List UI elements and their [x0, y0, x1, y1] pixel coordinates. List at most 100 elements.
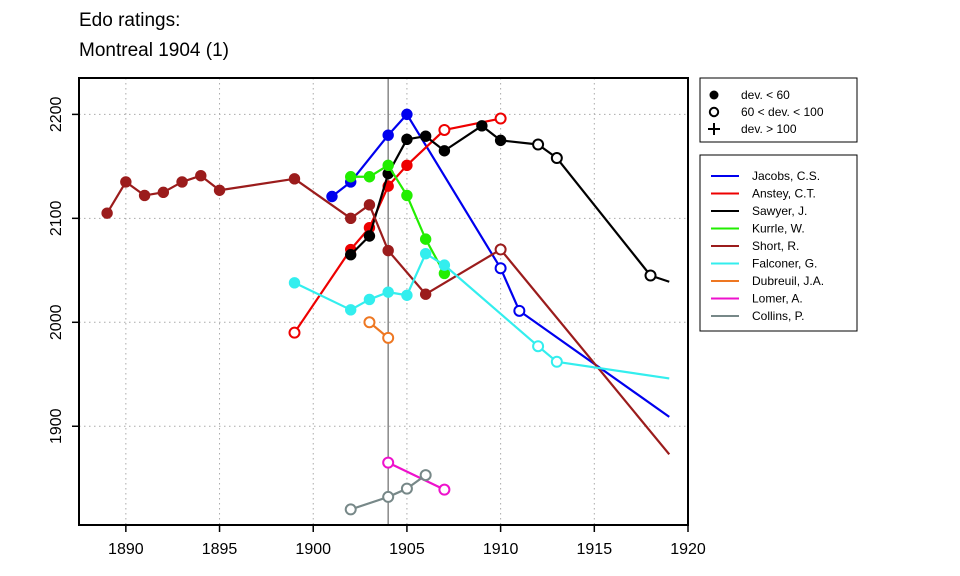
data-point: [438, 259, 451, 271]
marker-legend: dev. < 60 60 < dev. < 100 dev. > 100: [699, 77, 858, 143]
y-tick-label: 1900: [48, 408, 65, 444]
data-point: [382, 331, 395, 344]
y-tick-label: 2100: [48, 200, 65, 236]
data-point: [345, 171, 357, 183]
marker-legend-box: [699, 77, 858, 143]
series-Kurrle, W.: [345, 159, 451, 280]
series-legend-label: Dubreuil, J.A.: [752, 274, 824, 288]
data-point: [288, 326, 301, 339]
data-point: [382, 244, 394, 257]
series-Lomer, A.: [382, 456, 451, 496]
data-point: [494, 134, 507, 147]
series-line: [349, 124, 670, 283]
series-line: [387, 461, 445, 491]
data-point: [363, 199, 376, 211]
marker-legend-label: 60 < dev. < 100: [741, 105, 824, 119]
data-point: [382, 159, 394, 172]
series-group: [101, 108, 671, 516]
series-legend: Jacobs, C.S. Anstey, C.T. Sawyer, J. Kurrle…: [699, 154, 858, 332]
data-point: [532, 138, 545, 151]
data-point: [438, 123, 451, 136]
data-point: [401, 159, 413, 172]
data-point: [382, 129, 394, 141]
series-Falconer, G.: [288, 247, 670, 380]
data-point: [644, 269, 657, 282]
series-legend-label: Collins, P.: [752, 309, 804, 323]
data-point: [419, 130, 432, 142]
data-point: [494, 112, 507, 125]
chart-subtitle: Montreal 1904 (1): [79, 40, 229, 61]
series-legend-label: Lomer, A.: [752, 292, 803, 306]
data-point: [120, 176, 132, 188]
data-point: [419, 288, 432, 300]
data-point: [438, 483, 451, 496]
open-circle-icon: [708, 106, 720, 118]
marker-legend-label: dev. < 60: [741, 88, 790, 102]
series-legend-label: Anstey, C.T.: [752, 187, 816, 201]
filled-circle-icon: [709, 90, 719, 100]
data-point: [345, 249, 357, 261]
data-point: [401, 289, 413, 301]
series-Short, R.: [101, 170, 671, 456]
x-tick-label: 1900: [295, 541, 331, 558]
data-point: [288, 277, 301, 289]
x-tick-label: 1895: [202, 541, 238, 558]
data-point: [494, 243, 507, 256]
data-point: [157, 186, 170, 199]
data-point: [401, 133, 413, 146]
data-point: [101, 207, 113, 219]
series-line: [294, 252, 670, 380]
data-point: [382, 490, 395, 503]
y-tick-label: 2200: [48, 96, 65, 132]
data-point: [326, 190, 338, 203]
data-point: [138, 189, 151, 202]
data-point: [382, 286, 394, 298]
x-tick-label: 1920: [670, 541, 706, 558]
marker-legend-label: dev. > 100: [741, 122, 797, 136]
x-tick-label: 1910: [483, 541, 519, 558]
x-tick-label: 1890: [108, 541, 144, 558]
series-legend-label: Sawyer, J.: [752, 204, 807, 218]
grid: [79, 78, 688, 525]
axes: 1890 1895 1900 1905 1910 1915 1920 1900 2000 2100…: [48, 96, 706, 558]
series-legend-label: Jacobs, C.S.: [752, 169, 820, 183]
data-point: [363, 230, 376, 242]
data-point: [550, 152, 563, 165]
data-point: [213, 184, 226, 196]
data-point: [438, 145, 451, 157]
data-point: [195, 170, 207, 182]
data-point: [363, 293, 376, 306]
series-legend-label: Falconer, G.: [752, 257, 817, 271]
series-legend-box: [699, 154, 858, 332]
data-point: [363, 316, 376, 329]
data-point: [345, 212, 357, 225]
plot-frame: [78, 77, 689, 526]
x-tick-label: 1915: [577, 541, 613, 558]
data-point: [532, 340, 545, 353]
data-point: [382, 456, 395, 469]
data-point: [419, 233, 432, 245]
x-tick-label: 1905: [389, 541, 425, 558]
data-point: [494, 262, 507, 275]
data-point: [401, 189, 413, 202]
series-legend-label: Short, R.: [752, 239, 799, 253]
data-point: [363, 171, 376, 183]
data-point: [513, 304, 526, 317]
data-point: [176, 176, 188, 188]
data-point: [400, 482, 413, 495]
series-legend-label: Kurrle, W.: [752, 222, 805, 236]
chart-title: Edo ratings:: [79, 10, 181, 31]
data-point: [288, 173, 301, 185]
data-point: [345, 304, 357, 316]
series-Dubreuil, J.A.: [363, 316, 395, 344]
data-point: [419, 469, 432, 482]
series-line: [293, 117, 501, 334]
series-Collins, P.: [344, 469, 432, 516]
y-tick-label: 2000: [48, 304, 65, 340]
data-point: [419, 247, 432, 260]
data-point: [401, 108, 413, 121]
series-Anstey, C.T.: [288, 112, 507, 339]
data-point: [344, 503, 357, 516]
series-Sawyer, J.: [345, 120, 670, 283]
